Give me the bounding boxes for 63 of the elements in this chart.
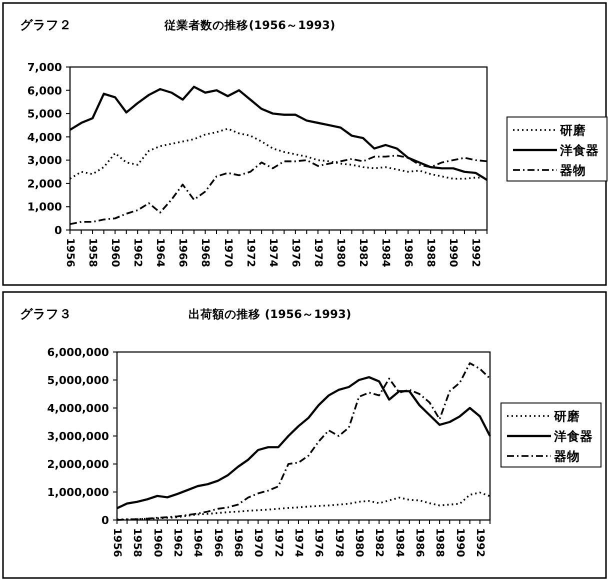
x-tick-label: 1982	[357, 238, 370, 268]
legend-label: 研磨	[553, 408, 581, 424]
x-tick-label: 1970	[252, 528, 264, 558]
x-tick-label: 1966	[212, 528, 224, 558]
x-tick-label: 1958	[131, 528, 144, 558]
y-tick-label: 3,000	[27, 154, 62, 168]
x-tick-label: 1964	[192, 528, 204, 558]
x-tick-label: 1988	[434, 528, 446, 558]
x-tick-label: 1990	[447, 238, 460, 268]
y-tick-label: 0	[101, 514, 110, 527]
y-tick-label: 5,000	[27, 108, 62, 121]
y-tick-label: 7,000	[27, 61, 62, 74]
x-tick-label: 1980	[334, 238, 346, 268]
y-tick-label: 6,000	[27, 84, 62, 98]
x-tick-label: 1962	[171, 528, 184, 558]
y-tick-label: 4,000	[27, 130, 62, 144]
x-tick-label: 1992	[470, 238, 482, 268]
x-tick-label: 1986	[413, 528, 426, 558]
y-tick-label: 5,000,000	[47, 374, 110, 387]
x-tick-label: 1958	[86, 238, 99, 268]
x-tick-label: 1960	[151, 528, 164, 558]
chart-title: 従業者数の推移(1956～1993)	[164, 18, 336, 32]
x-tick-label: 1956	[64, 238, 76, 268]
x-tick-label: 1984	[393, 528, 406, 558]
legend-label: 洋食器	[559, 142, 599, 158]
x-tick-label: 1964	[154, 238, 166, 268]
legend-label: 器物	[559, 162, 586, 178]
y-tick-label: 2,000	[27, 177, 62, 190]
x-tick-label: 1966	[176, 238, 189, 268]
x-tick-label: 1986	[402, 238, 414, 268]
x-tick-label: 1974	[292, 528, 304, 558]
x-tick-label: 1978	[332, 528, 345, 558]
x-tick-label: 1960	[109, 238, 122, 268]
text: グラフ２	[20, 17, 72, 32]
x-tick-label: 1962	[132, 238, 144, 268]
y-tick-label: 1,000,000	[47, 486, 110, 499]
y-tick-label: 2,000,000	[47, 458, 110, 471]
y-tick-label: 1,000	[27, 200, 62, 214]
x-tick-label: 1976	[289, 238, 302, 268]
legend-label: 研磨	[559, 122, 587, 138]
x-tick-label: 1990	[454, 528, 466, 558]
x-tick-label: 1968	[199, 238, 212, 268]
legend-label: 器物	[553, 448, 580, 464]
y-tick-label: 4,000,000	[47, 402, 110, 415]
text: グラフ３	[20, 306, 72, 321]
x-tick-label: 1972	[244, 238, 256, 268]
x-tick-label: 1972	[272, 528, 284, 558]
x-tick-label: 1956	[111, 528, 123, 558]
x-tick-label: 1992	[474, 528, 486, 558]
x-tick-label: 1988	[424, 238, 437, 268]
x-tick-label: 1982	[373, 528, 386, 558]
x-tick-label: 1978	[312, 238, 324, 268]
x-tick-label: 1976	[312, 528, 325, 558]
y-tick-label: 3,000,000	[47, 430, 110, 443]
x-tick-label: 1984	[380, 238, 392, 268]
y-tick-label: 6,000,000	[47, 346, 110, 359]
x-tick-label: 1980	[352, 528, 365, 558]
y-tick-label: 0	[54, 224, 62, 237]
legend-label: 洋食器	[553, 428, 593, 444]
x-tick-label: 1974	[266, 238, 279, 268]
x-tick-label: 1970	[222, 238, 234, 268]
x-tick-label: 1968	[232, 528, 244, 558]
chart-title: 出荷額の推移 (1956～1993)	[188, 307, 352, 321]
